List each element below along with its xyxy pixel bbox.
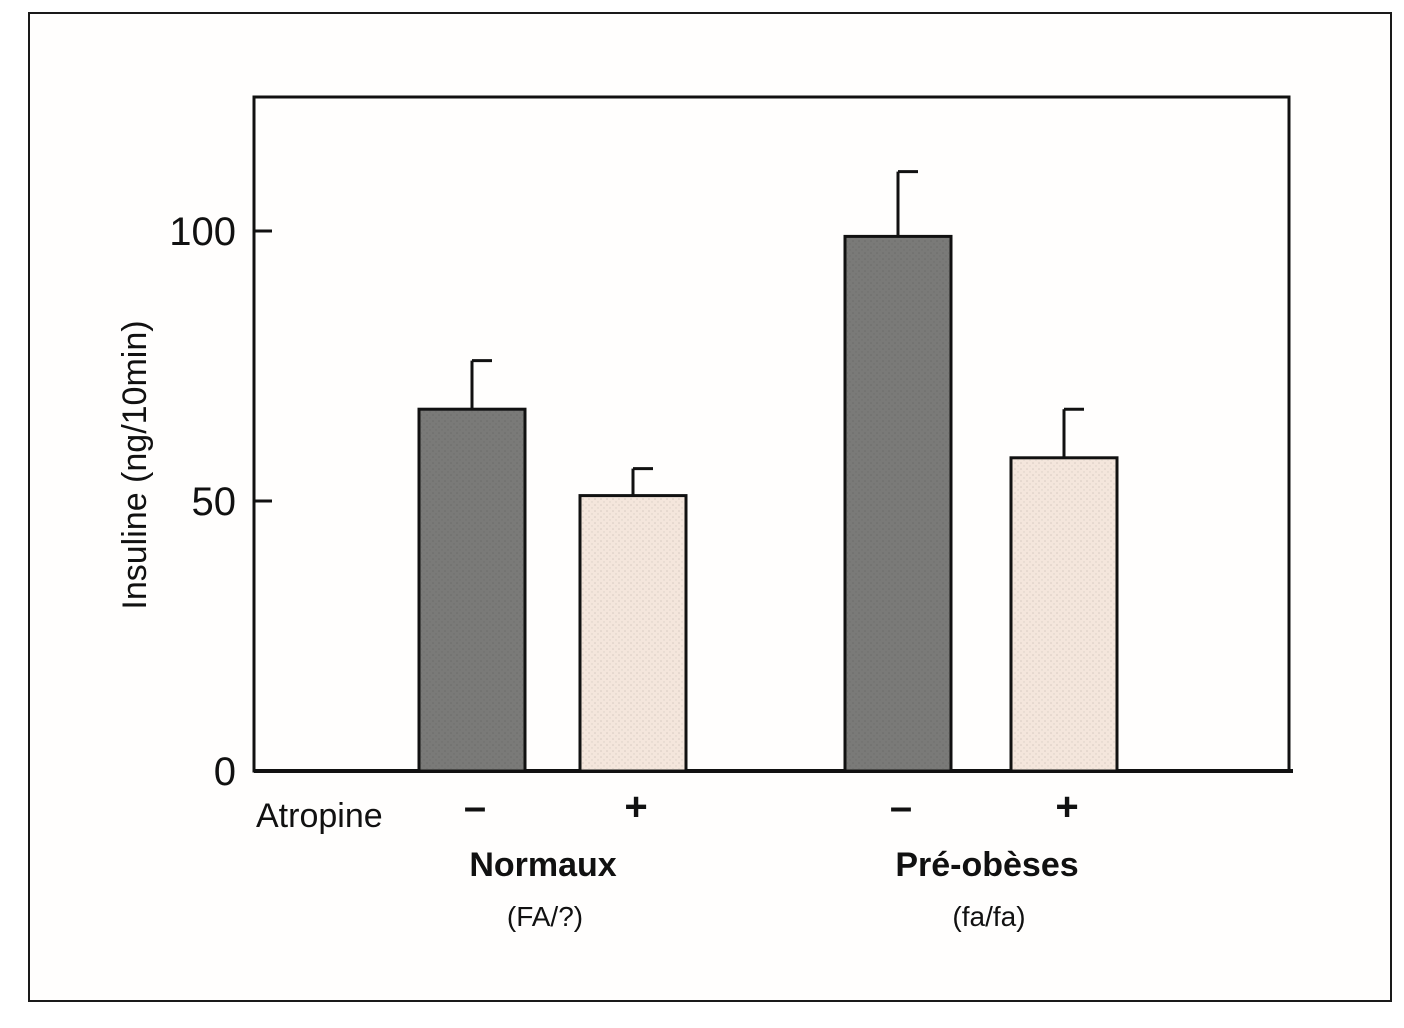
atropine-sign-1: – [464,785,486,829]
atropine-row-label: Atropine [256,797,383,835]
bar-texture [847,238,949,769]
group-name: Normaux [469,846,616,884]
plot-area [252,95,1291,773]
bar-texture [1013,459,1115,769]
y-tick-label: 100 [169,210,236,254]
atropine-sign-2: + [624,785,647,829]
group-name: Pré-obèses [895,846,1078,884]
y-tick-label: 0 [214,750,236,794]
bars-layer [417,234,1119,773]
y-axis: 0 50 100 [169,210,1293,794]
group-labels: Normaux (FA/?) Pré-obèses (fa/fa) [469,846,1078,932]
y-axis-title: Insuline (ng/10min) [116,320,154,609]
atropine-sign-4: + [1055,785,1078,829]
bar-texture [421,411,523,769]
bar-texture [582,497,684,769]
atropine-signs: – + – + [464,785,1079,829]
error-bars-layer [470,170,1084,496]
atropine-sign-3: – [890,785,912,829]
group-subtitle: (FA/?) [507,901,583,932]
y-tick-label: 50 [192,480,237,524]
group-subtitle: (fa/fa) [952,901,1025,932]
